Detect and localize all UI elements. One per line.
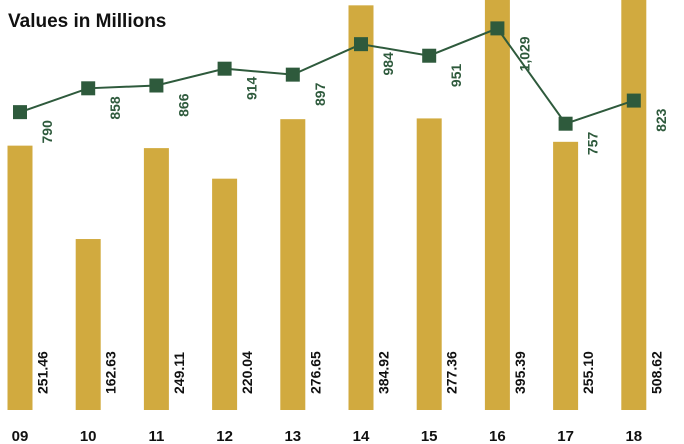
x-tick-label: 12 (216, 428, 233, 444)
line-value-label: 757 (585, 131, 601, 155)
bar-value-label: 251.46 (35, 351, 51, 394)
bar-value-label: 395.39 (512, 351, 528, 394)
x-tick-label: 14 (353, 428, 370, 444)
line-marker (149, 78, 164, 93)
line-marker (217, 61, 232, 76)
line-marker (490, 21, 505, 36)
bar (212, 178, 238, 410)
bar (143, 148, 169, 411)
line-marker (285, 67, 300, 82)
x-tick-label: 15 (421, 428, 438, 444)
x-tick-label: 10 (80, 428, 97, 444)
line-marker (558, 116, 573, 131)
x-tick-label: 09 (12, 428, 29, 444)
bar (553, 141, 579, 411)
bar (75, 239, 101, 410)
line-value-label: 823 (653, 108, 669, 132)
bar (484, 0, 510, 411)
chart-title: Values in Millions (8, 11, 166, 32)
bar (621, 0, 647, 410)
x-tick-label: 16 (489, 428, 506, 444)
bar (416, 118, 442, 410)
bar (348, 5, 374, 410)
bar-value-label: 162.63 (103, 351, 119, 394)
line-marker (13, 105, 27, 120)
x-tick-label: 13 (284, 428, 301, 444)
bar (280, 119, 306, 411)
line-value-label: 897 (312, 82, 328, 106)
x-tick-label: 17 (557, 428, 574, 444)
line-marker (354, 37, 368, 52)
bar-value-label: 220.04 (239, 351, 255, 394)
line-value-label: 951 (448, 64, 464, 88)
x-tick-label: 11 (148, 428, 164, 444)
line-value-label: 914 (244, 76, 260, 100)
line-value-label: 1,029 (516, 36, 532, 71)
bar-value-label: 384.92 (376, 351, 392, 394)
line-value-label: 984 (380, 52, 396, 76)
line (19, 27, 635, 125)
line-value-label: 858 (107, 96, 123, 120)
line-marker (626, 93, 641, 108)
line-value-label: 866 (175, 93, 191, 117)
line-value-label: 790 (39, 120, 55, 144)
bar (7, 145, 33, 410)
line-marker (81, 81, 96, 96)
bar-value-label: 249.11 (171, 352, 187, 394)
bar-value-label: 255.10 (580, 351, 596, 394)
line-marker (422, 48, 437, 63)
bar-value-label: 276.65 (307, 351, 323, 394)
bar-value-label: 277.36 (444, 351, 460, 394)
x-tick-label: 18 (625, 428, 642, 444)
bar-value-label: 508.62 (648, 351, 664, 394)
